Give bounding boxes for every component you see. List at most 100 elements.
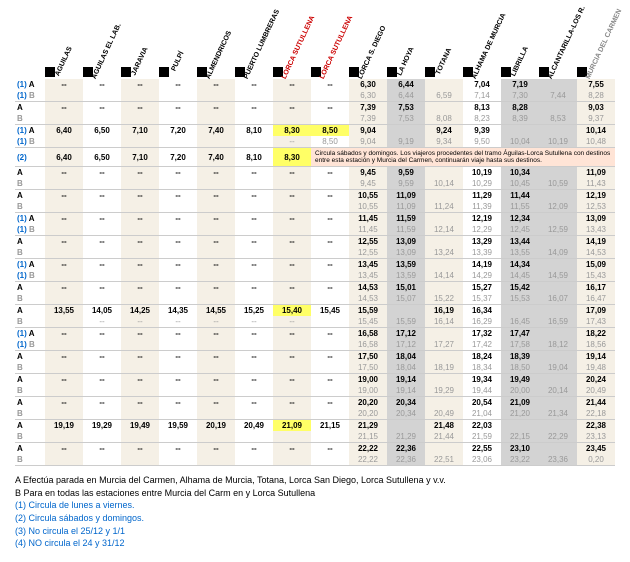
time-cell: 9,24 [425, 125, 463, 137]
time-cell [235, 224, 273, 236]
time-cell: 14,59 [539, 270, 577, 282]
time-cell [273, 408, 311, 420]
time-cell: 19,14 [387, 385, 425, 397]
time-cell [273, 362, 311, 374]
time-cell: -- [273, 167, 311, 179]
time-cell: 21,15 [349, 431, 387, 443]
time-cell: 10,04 [501, 136, 539, 148]
time-cell: -- [197, 328, 235, 340]
time-cell: 7,44 [539, 90, 577, 102]
time-cell: -- [159, 282, 197, 294]
time-cell: 15,53 [501, 293, 539, 305]
time-cell [83, 454, 121, 466]
time-cell [235, 431, 273, 443]
time-cell: 19,00 [349, 374, 387, 386]
time-cell [83, 408, 121, 420]
time-cell: -- [197, 213, 235, 225]
time-cell: -- [83, 397, 121, 409]
time-cell: 10,45 [501, 178, 539, 190]
time-cell [425, 282, 463, 294]
time-cell: -- [311, 282, 349, 294]
row-label: A [15, 374, 45, 386]
time-cell [311, 201, 349, 213]
time-cell [539, 102, 577, 114]
time-cell: -- [197, 236, 235, 248]
time-cell: 21,15 [311, 420, 349, 432]
time-cell [45, 431, 83, 443]
time-cell: 17,50 [349, 351, 387, 363]
row-label: (1) A [15, 125, 45, 137]
time-cell [273, 293, 311, 305]
time-cell: 22,36 [387, 454, 425, 466]
time-cell: 19,19 [45, 420, 83, 432]
time-cell: -- [159, 443, 197, 455]
time-cell: 16,29 [463, 316, 501, 328]
time-cell: -- [311, 328, 349, 340]
time-cell: 21,34 [539, 408, 577, 420]
time-cell: 22,38 [577, 420, 615, 432]
time-cell [159, 113, 197, 125]
time-cell [311, 113, 349, 125]
time-cell [311, 247, 349, 259]
time-cell [83, 339, 121, 351]
time-cell: 10,14 [425, 178, 463, 190]
time-cell: 16,59 [539, 316, 577, 328]
time-cell [121, 431, 159, 443]
time-cell: -- [159, 351, 197, 363]
row-label: A [15, 190, 45, 202]
time-cell: 18,34 [463, 362, 501, 374]
time-cell: 9,37 [577, 113, 615, 125]
time-cell [121, 90, 159, 102]
row-label: A [15, 351, 45, 363]
time-cell: 12,19 [463, 213, 501, 225]
time-cell: 14,19 [577, 236, 615, 248]
time-cell [387, 305, 425, 317]
time-cell: 22,03 [463, 420, 501, 432]
time-cell: 9,03 [577, 102, 615, 114]
time-cell: 9,59 [387, 178, 425, 190]
time-cell: 15,42 [501, 282, 539, 294]
time-cell: 9,45 [349, 178, 387, 190]
time-cell: 17,09 [577, 305, 615, 317]
time-cell: 20,20 [349, 408, 387, 420]
time-cell [45, 113, 83, 125]
time-cell: 14,14 [425, 270, 463, 282]
time-cell: 22,55 [463, 443, 501, 455]
time-cell: 17,50 [349, 362, 387, 374]
time-cell: 6,44 [387, 79, 425, 90]
time-cell: -- [45, 443, 83, 455]
time-cell: 16,34 [463, 305, 501, 317]
time-cell: 22,22 [349, 454, 387, 466]
time-cell: -- [121, 374, 159, 386]
time-cell [159, 293, 197, 305]
time-cell: -- [121, 236, 159, 248]
time-cell: 16,47 [577, 293, 615, 305]
time-cell: 17,27 [425, 339, 463, 351]
time-cell: -- [273, 328, 311, 340]
legend-line: (4) NO circula el 24 y 31/12 [15, 537, 625, 550]
time-cell: 12,55 [349, 247, 387, 259]
time-cell [235, 178, 273, 190]
time-cell: 13,09 [387, 247, 425, 259]
time-cell [539, 167, 577, 179]
time-cell [425, 236, 463, 248]
time-cell [45, 362, 83, 374]
time-cell: -- [235, 374, 273, 386]
time-cell: -- [197, 397, 235, 409]
time-cell: 6,50 [83, 125, 121, 137]
time-cell [121, 408, 159, 420]
legend: A Efectúa parada en Murcia del Carmen, A… [15, 474, 625, 550]
time-cell [159, 178, 197, 190]
time-cell: 14,45 [501, 270, 539, 282]
time-cell: 20,34 [387, 397, 425, 409]
time-cell: 23,45 [577, 443, 615, 455]
time-cell [45, 178, 83, 190]
time-cell: -- [273, 443, 311, 455]
time-cell: -- [273, 397, 311, 409]
time-cell [539, 190, 577, 202]
time-cell: -- [45, 351, 83, 363]
time-cell: 11,45 [349, 213, 387, 225]
time-cell [539, 236, 577, 248]
time-cell [121, 201, 159, 213]
time-cell: -- [311, 102, 349, 114]
